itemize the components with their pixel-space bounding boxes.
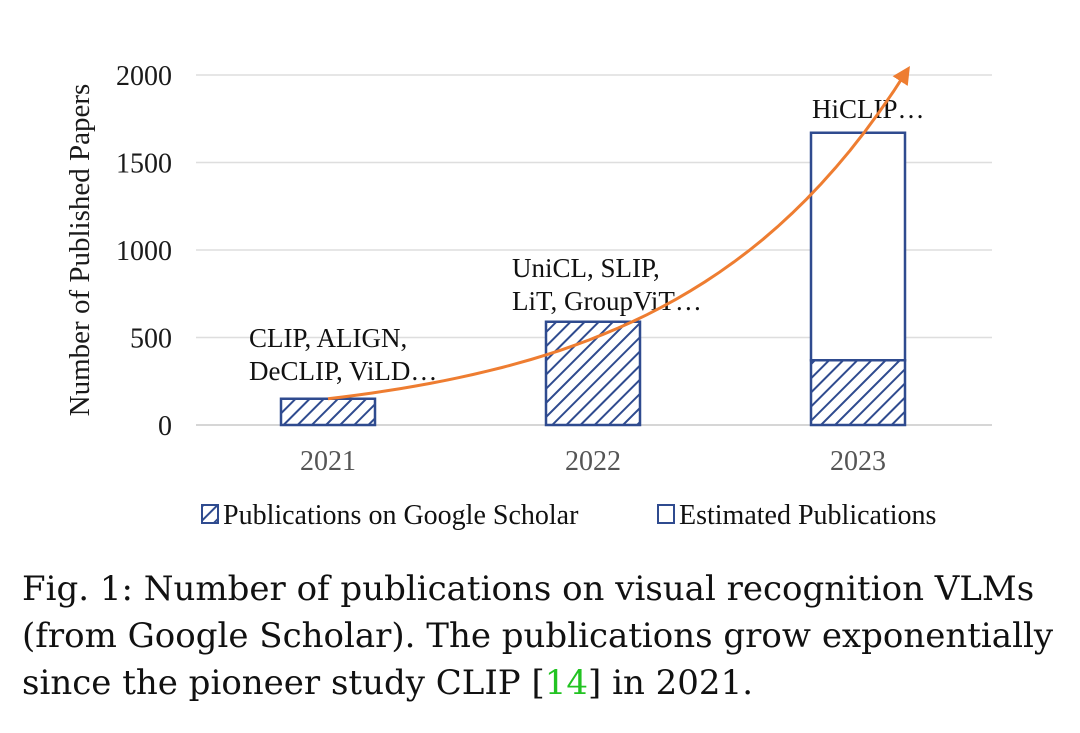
annotation-2021: DeCLIP, ViLD… — [249, 356, 437, 386]
trend-arrow — [327, 65, 910, 401]
bar-chart: 0 500 1000 1500 2000 2021 2022 2023 CLIP, ALIG… — [64, 61, 992, 531]
caption-line-3-prefix: since the pioneer study CLIP [ — [22, 663, 545, 703]
x-tick-label: 2022 — [565, 446, 621, 477]
caption-line-1: Fig. 1: Number of publications on visual… — [22, 569, 1035, 609]
bars — [279, 131, 907, 427]
annotation-2022: UniCL, SLIP, — [512, 253, 660, 283]
y-tick-label: 1000 — [116, 236, 172, 267]
y-tick-label: 2000 — [116, 61, 172, 92]
y-tick-label: 500 — [130, 324, 172, 355]
legend-google-scholar-swatch — [201, 504, 219, 524]
bar-2023-google-scholar — [809, 359, 907, 427]
bar-2023-estimated — [809, 131, 907, 362]
x-tick-label: 2021 — [300, 446, 356, 477]
bar-annotations: CLIP, ALIGN,DeCLIP, ViLD…UniCL, SLIP,LiT… — [249, 94, 925, 386]
caption-line-2: (from Google Scholar). The publications … — [22, 616, 1054, 656]
x-tick-label: 2023 — [830, 446, 886, 477]
citation-link[interactable]: 14 — [544, 663, 589, 703]
bar-2022-google-scholar — [544, 320, 642, 427]
legend: Publications on Google Scholar Estimated … — [201, 500, 936, 531]
caption-line-3: since the pioneer study CLIP [14] in 202… — [22, 660, 1062, 707]
legend-google-scholar-label: Publications on Google Scholar — [223, 500, 579, 531]
figure-caption: Fig. 1: Number of publications on visual… — [22, 566, 1062, 707]
bar-2021-google-scholar — [279, 397, 377, 427]
caption-line-3-suffix: ] in 2021. — [588, 663, 754, 703]
x-axis-ticks: 2021 2022 2023 — [300, 446, 886, 477]
annotation-2021: CLIP, ALIGN, — [249, 323, 407, 353]
trend-arrow-line — [327, 65, 910, 401]
y-axis-ticks: 0 500 1000 1500 2000 — [116, 61, 172, 442]
legend-estimated-swatch — [657, 504, 675, 524]
y-axis-label: Number of Published Papers — [64, 84, 96, 417]
legend-estimated-label: Estimated Publications — [679, 500, 936, 531]
y-tick-label: 1500 — [116, 149, 172, 180]
annotation-2023: HiCLIP… — [812, 94, 925, 124]
y-tick-label: 0 — [158, 411, 172, 442]
